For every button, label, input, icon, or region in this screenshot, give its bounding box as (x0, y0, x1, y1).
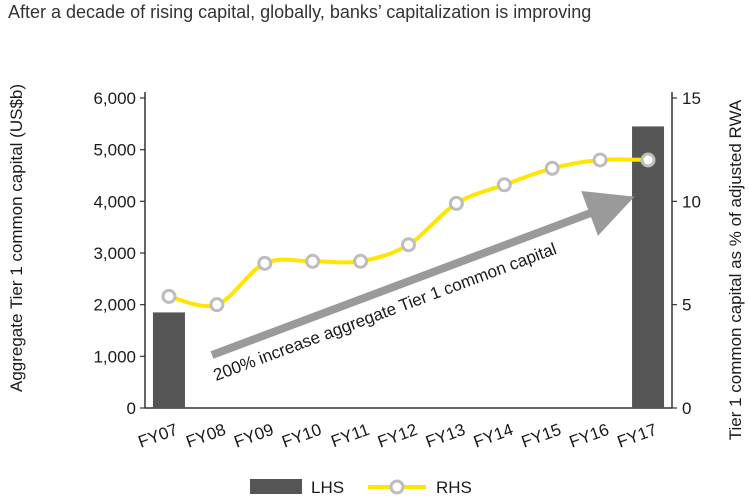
chart: 01,0002,0003,0004,0005,0006,000051015 20… (0, 0, 749, 504)
point-FY13 (450, 197, 462, 209)
point-FY11 (355, 255, 367, 267)
point-FY09 (259, 257, 271, 269)
point-FY16 (594, 154, 606, 166)
y-left-tick-label: 5,000 (93, 141, 136, 160)
category-label-FY09: FY09 (231, 420, 276, 452)
point-FY08 (211, 299, 223, 311)
point-FY14 (498, 179, 510, 191)
point-FY12 (403, 239, 415, 251)
y-left-tick-label: 4,000 (93, 192, 136, 211)
point-FY15 (546, 162, 558, 174)
category-label-FY07: FY07 (136, 420, 181, 452)
y-right-tick-label: 5 (682, 296, 691, 315)
category-label-FY14: FY14 (471, 420, 516, 452)
point-FY07 (163, 290, 175, 302)
y-left-tick-label: 2,000 (93, 296, 136, 315)
bar-FY17 (632, 126, 664, 408)
category-label-FY10: FY10 (279, 420, 324, 452)
point-FY17 (642, 154, 654, 166)
category-label-FY12: FY12 (375, 420, 420, 452)
category-label-FY08: FY08 (184, 420, 229, 452)
legend-rhs-label: RHS (436, 478, 472, 497)
y-right-tick-label: 0 (682, 399, 691, 418)
point-FY10 (307, 255, 319, 267)
category-labels: FY07 FY08 FY09 FY10 FY11 FY12 FY13 FY14 FY15 FY16… (136, 420, 660, 452)
y-right-tick-label: 10 (682, 192, 701, 211)
legend-lhs-swatch (250, 479, 302, 494)
legend-rhs-marker (391, 481, 403, 493)
bar-FY07 (153, 312, 185, 408)
y-axis-right-label: Tier 1 common capital as % of adjusted R… (726, 99, 745, 440)
legend-lhs-label: LHS (311, 478, 344, 497)
trend-arrow (212, 205, 612, 355)
y-right-tick-label: 15 (682, 89, 701, 108)
y-left-tick-label: 1,000 (93, 347, 136, 366)
category-label-FY17: FY17 (615, 420, 660, 452)
legend: LHS RHS (250, 478, 472, 497)
y-left-tick-label: 6,000 (93, 89, 136, 108)
y-left-tick-label: 3,000 (93, 244, 136, 263)
y-left-tick-label: 0 (127, 399, 136, 418)
category-label-FY15: FY15 (519, 420, 564, 452)
category-label-FY11: FY11 (328, 420, 371, 451)
category-label-FY16: FY16 (567, 420, 612, 452)
category-label-FY13: FY13 (423, 420, 468, 452)
y-axis-left-label: Aggregate Tier 1 common capital (US$b) (7, 84, 26, 392)
